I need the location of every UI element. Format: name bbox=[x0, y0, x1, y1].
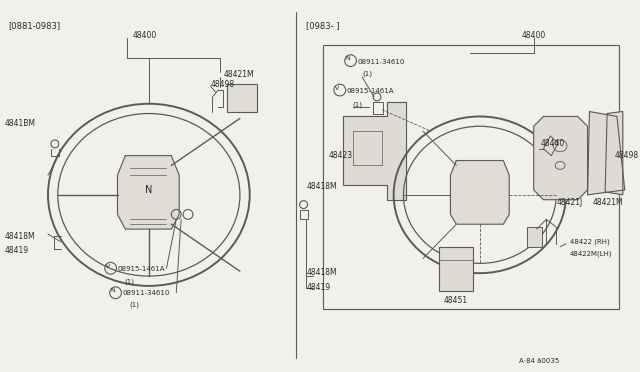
Text: 48418M: 48418M bbox=[307, 182, 337, 191]
Bar bbox=[438, 247, 473, 291]
Text: 4841BM: 4841BM bbox=[5, 119, 36, 128]
Text: N: N bbox=[145, 185, 152, 195]
Text: (1): (1) bbox=[124, 278, 134, 285]
Text: [0983- ]: [0983- ] bbox=[305, 22, 339, 31]
Text: 48421M: 48421M bbox=[223, 70, 254, 80]
Polygon shape bbox=[343, 102, 406, 200]
Text: 08915-1461A: 08915-1461A bbox=[347, 88, 394, 94]
Text: 48419: 48419 bbox=[307, 283, 331, 292]
Text: 48421M: 48421M bbox=[593, 198, 623, 207]
Text: 48418M: 48418M bbox=[307, 268, 337, 277]
Text: (1): (1) bbox=[353, 102, 362, 108]
Text: [0881-0983]: [0881-0983] bbox=[8, 22, 60, 31]
Text: 48400: 48400 bbox=[522, 31, 546, 40]
Text: 48418M: 48418M bbox=[5, 232, 36, 241]
Text: A·84 ä0035: A·84 ä0035 bbox=[519, 358, 559, 364]
Text: V: V bbox=[335, 86, 339, 90]
Polygon shape bbox=[588, 112, 625, 195]
Bar bbox=[323, 45, 619, 310]
Text: 08911-34610: 08911-34610 bbox=[357, 59, 404, 65]
Text: 48422M(LH): 48422M(LH) bbox=[570, 251, 612, 257]
Bar bbox=[300, 209, 308, 219]
Text: 08915-1461A: 08915-1461A bbox=[118, 266, 165, 272]
Text: 48419: 48419 bbox=[5, 246, 29, 255]
Text: (1): (1) bbox=[362, 70, 372, 77]
Text: 48498: 48498 bbox=[211, 80, 235, 89]
Polygon shape bbox=[118, 155, 179, 229]
Text: 48498: 48498 bbox=[615, 151, 639, 160]
Text: 48423: 48423 bbox=[329, 151, 353, 160]
Text: 48440: 48440 bbox=[541, 139, 564, 148]
Text: (1): (1) bbox=[129, 302, 140, 308]
Polygon shape bbox=[451, 161, 509, 224]
Bar bbox=[373, 102, 383, 113]
Text: 08911-34610: 08911-34610 bbox=[122, 290, 170, 296]
Polygon shape bbox=[534, 116, 588, 200]
Text: 48421J: 48421J bbox=[556, 198, 582, 207]
Polygon shape bbox=[605, 112, 623, 195]
Text: N: N bbox=[345, 56, 350, 61]
Bar bbox=[527, 227, 541, 247]
Text: N: N bbox=[110, 288, 115, 293]
Bar bbox=[227, 84, 257, 112]
Text: V: V bbox=[106, 264, 110, 269]
Text: 48451: 48451 bbox=[444, 296, 467, 305]
Text: 48400: 48400 bbox=[133, 31, 157, 40]
Text: 48422 (RH): 48422 (RH) bbox=[570, 239, 610, 246]
